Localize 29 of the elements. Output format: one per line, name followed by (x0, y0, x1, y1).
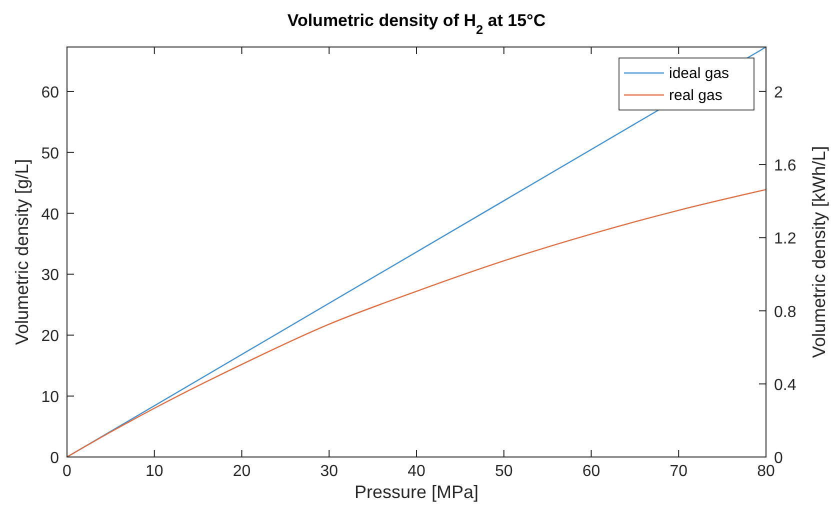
y-axis-title: Volumetric density [g/L] (12, 158, 32, 346)
x-tick-label: 50 (494, 463, 513, 480)
y2-tick-label: 2 (774, 84, 783, 102)
chart-title: Volumetric density of H$_{2}$ at 15°C (287, 11, 546, 36)
x-tick-label: 0 (62, 463, 72, 480)
legend-label: ideal gas (669, 65, 730, 82)
y2-tick-label: 1.6 (774, 158, 796, 175)
y2-tick-label: 0 (774, 450, 783, 467)
x-tick-label: 10 (145, 463, 164, 480)
y-tick-label: 40 (41, 206, 60, 224)
y-tick-label: 20 (41, 328, 60, 346)
y-tick-label: 10 (41, 389, 60, 406)
y2-tick-label: 1.2 (774, 230, 796, 248)
y-tick-label: 60 (41, 84, 60, 102)
x-tick-label: 30 (320, 463, 338, 480)
legend-label: real gas (669, 87, 722, 104)
y2-axis-title: Volumetric density [kWh/L] (809, 146, 829, 358)
x-tick-label: 20 (232, 463, 251, 480)
x-tick-label: 70 (670, 463, 688, 480)
line-series (66, 188, 767, 458)
x-axis-title: Pressure [MPa] (354, 482, 479, 502)
y-tick-label: 0 (50, 450, 60, 467)
y2-tick-label: 0.8 (774, 304, 796, 321)
x-tick-label: 40 (408, 463, 426, 480)
y2-tick-label: 0.4 (774, 376, 796, 394)
y-tick-label: 30 (41, 267, 60, 284)
y-tick-label: 50 (41, 145, 60, 162)
x-tick-label: 60 (582, 463, 600, 480)
x-tick-label: 80 (757, 463, 775, 480)
